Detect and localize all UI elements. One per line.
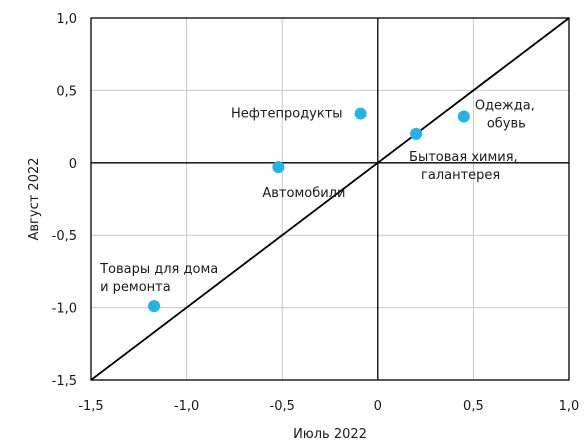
point-label: Автомобили: [262, 186, 345, 201]
x-tick-label: -1,0: [174, 399, 199, 414]
x-tick-label: 0: [374, 399, 382, 414]
point-label: Бытовая химия, галантерея: [409, 150, 518, 183]
data-points: [148, 107, 470, 313]
y-tick-label: 0: [69, 157, 77, 172]
x-tick-label: -0,5: [270, 399, 295, 414]
y-tick-label: -0,5: [52, 229, 77, 244]
point-label: Одежда, обувь: [475, 98, 535, 131]
point-label: Товары для дома и ремонта: [99, 262, 218, 295]
x-tick-label: 0,5: [463, 399, 484, 414]
data-point: [410, 127, 423, 140]
diagonal-line: [90, 17, 570, 381]
data-point: [272, 161, 285, 174]
y-tick-label: 1,0: [56, 12, 77, 27]
y-tick-label: -1,5: [52, 374, 77, 389]
x-tick-label: 1,0: [559, 399, 580, 414]
data-point: [354, 107, 367, 120]
tick-labels: -1,5 -1,0 -0,5 0 0,5 1,0 -1,5 -1,0 -0,5 0 0,5 1,0: [52, 12, 580, 414]
data-point: [457, 110, 470, 123]
grid-layer: [91, 18, 569, 380]
point-labels: Нефтепродукты Одежда, обувь Бытовая химия, г…: [99, 98, 535, 295]
y-tick-label: 0,5: [56, 84, 77, 99]
y-tick-label: -1,0: [52, 302, 77, 317]
point-label: Нефтепродукты: [231, 107, 343, 122]
axis-layer: [90, 17, 570, 381]
x-tick-label: -1,5: [78, 399, 103, 414]
x-axis-title: Июль 2022: [293, 427, 367, 442]
y-axis-title: Август 2022: [27, 157, 42, 240]
data-point: [148, 300, 161, 313]
plot-frame: [90, 17, 570, 381]
